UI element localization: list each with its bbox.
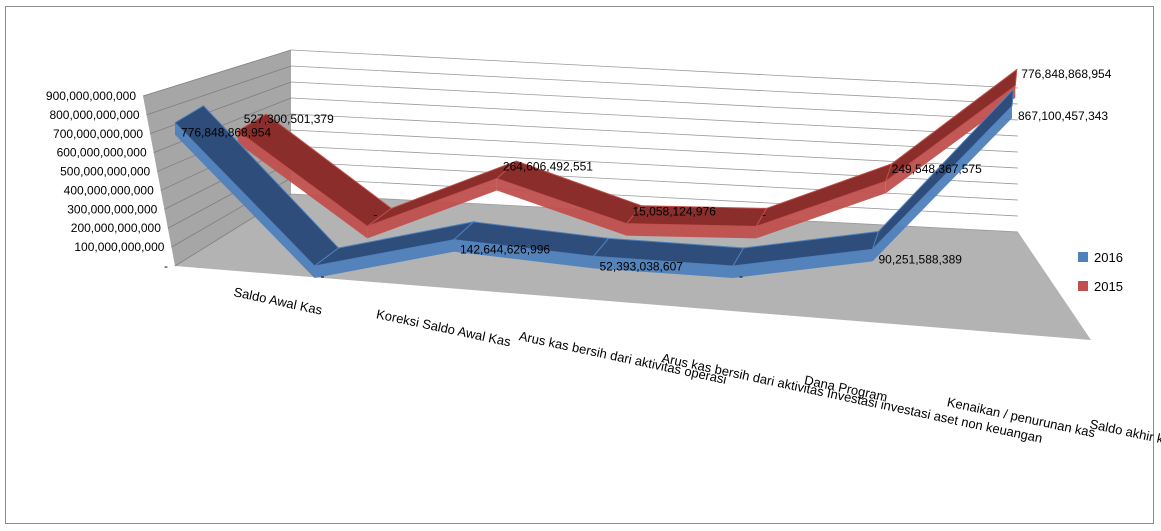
gridline-back <box>290 177 1019 217</box>
y-tick-label: 100,000,000,000 <box>74 240 164 254</box>
ribbon-face-2016 <box>593 256 733 278</box>
data-label-2015: 527,300,501,379 <box>244 112 334 126</box>
gridline-side <box>149 81 292 135</box>
y-tick-label: 400,000,000,000 <box>64 183 154 197</box>
legend-swatch-2015 <box>1078 281 1088 291</box>
data-label-2015: - <box>373 207 377 221</box>
data-label-2016: 776,848,868,954 <box>181 126 271 140</box>
legend-label-2016: 2016 <box>1094 250 1123 265</box>
ribbon-face-2015 <box>756 181 886 239</box>
gridline-back <box>290 113 1019 153</box>
gridline-side <box>167 161 292 229</box>
data-label-2016: 90,251,588,389 <box>879 252 963 266</box>
ribbon-face-2015 <box>367 178 497 239</box>
y-tick-label: 300,000,000,000 <box>67 202 157 216</box>
y-tick-label: 700,000,000,000 <box>53 127 143 141</box>
gridline-back <box>290 161 1019 201</box>
series-2016 <box>174 87 1015 278</box>
gridline-back <box>290 65 1019 105</box>
x-tick-label: Saldo akhir kas <box>1088 416 1161 449</box>
x-tick-label: Saldo Awal Kas <box>232 284 324 318</box>
data-label-2016: - <box>321 269 325 283</box>
gridline-back <box>290 49 1019 89</box>
y-tick-label: 500,000,000,000 <box>60 165 150 179</box>
data-label-2016: 867,100,457,343 <box>1018 109 1108 123</box>
data-label-2015: - <box>762 207 766 221</box>
gridline-back <box>290 81 1019 121</box>
x-tick-label: Koreksi Saldo Awal Kas <box>375 306 513 349</box>
data-label-2015: 776,848,868,954 <box>1021 67 1111 81</box>
ribbon-face-2015 <box>237 130 368 239</box>
gridline-back <box>290 97 1019 137</box>
ribbon-segment-2015 <box>884 68 1018 183</box>
ribbon-face-2016 <box>872 106 1012 262</box>
y-tick-label: 800,000,000,000 <box>49 108 139 122</box>
legend-label-2015: 2015 <box>1094 279 1123 294</box>
gridline-side <box>146 65 292 116</box>
ribbon-face-2016 <box>175 122 315 278</box>
ribbon-face-2015 <box>626 223 757 239</box>
series-2015 <box>236 68 1018 239</box>
ribbon-face-2016 <box>314 239 454 278</box>
data-label-2015: 15,058,124,976 <box>633 205 717 219</box>
ribbon-face-2016 <box>454 239 594 269</box>
legend: 2016 2015 <box>1078 250 1123 294</box>
data-label-2016: 52,393,038,607 <box>600 259 684 273</box>
data-label-2015: 249,548,367,575 <box>892 162 982 176</box>
data-label-2015: 264,606,492,551 <box>503 160 593 174</box>
data-label-2016: 142,644,626,996 <box>460 243 550 257</box>
y-tick-label: 900,000,000,000 <box>46 89 136 103</box>
legend-swatch-2016 <box>1078 252 1088 262</box>
y-tick-label: 600,000,000,000 <box>57 146 147 160</box>
data-label-2016: - <box>739 269 743 283</box>
y-tick-label: 200,000,000,000 <box>71 221 161 235</box>
ribbon-face-2015 <box>496 178 627 236</box>
data-labels: 527,300,501,379 - 264,606,492,551 15,058,12… <box>181 67 1112 283</box>
y-axis: -100,000,000,000 200,000,000,000 300,000,0… <box>46 89 168 273</box>
x-tick-label: Arus kas bersih dari aktivitas Investasi… <box>660 350 1043 446</box>
gridline-side <box>142 49 292 97</box>
y-tick-label: - <box>164 259 168 273</box>
ribbon-face-2016 <box>733 249 873 278</box>
ribbon-face-2015 <box>885 85 1016 194</box>
